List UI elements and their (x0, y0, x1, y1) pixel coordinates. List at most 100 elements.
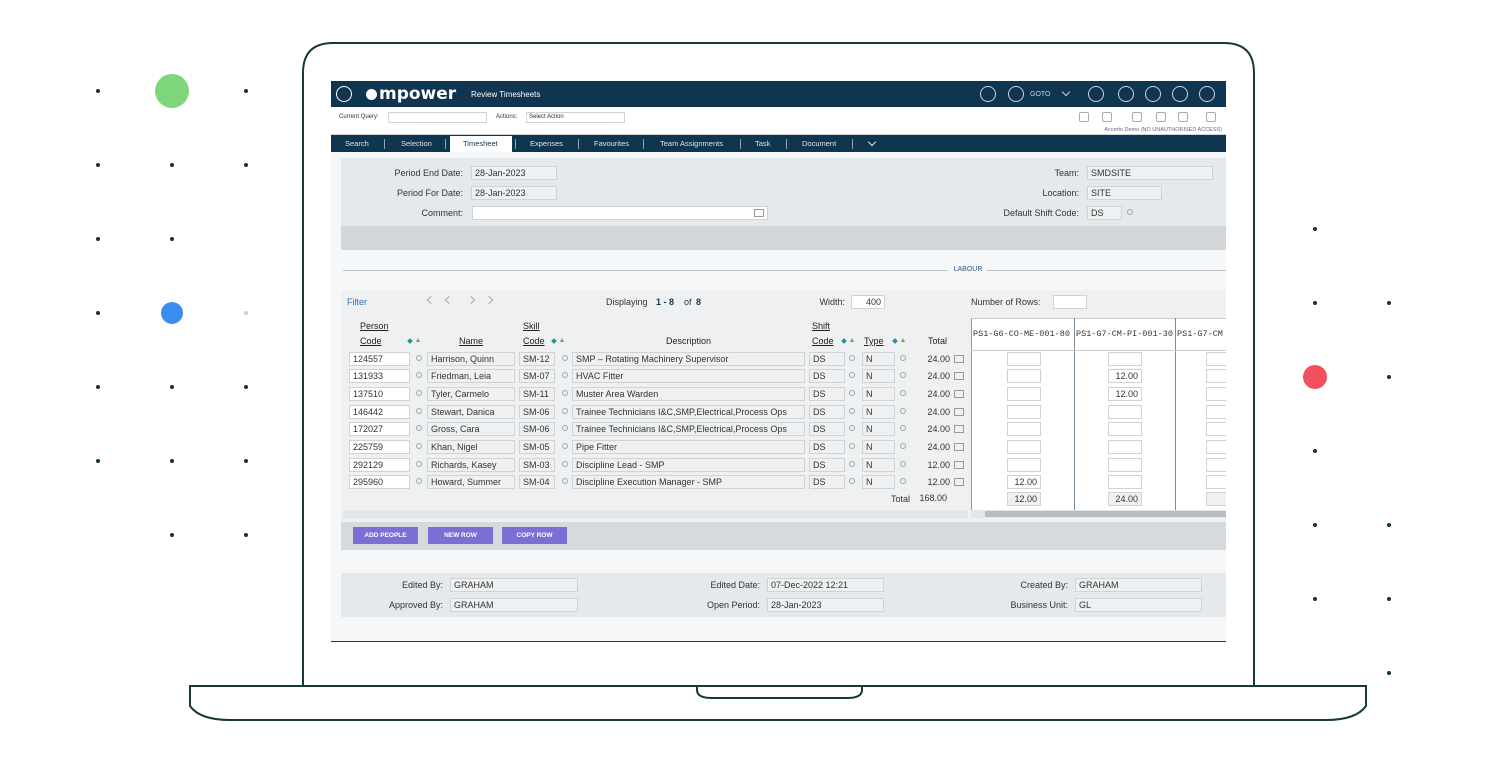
tab[interactable]: Team Assignments (660, 139, 723, 148)
hours-cell[interactable] (1108, 457, 1142, 472)
actions-select[interactable]: Select Action (526, 112, 625, 123)
tab[interactable]: Favourites (594, 139, 630, 148)
person-code[interactable]: 124557 (349, 351, 410, 366)
name[interactable]: Stewart, Danica (427, 404, 515, 419)
person-code[interactable]: 225759 (349, 440, 410, 454)
person-code[interactable]: 137510 (349, 386, 410, 401)
description[interactable]: Muster Area Warden (572, 386, 805, 401)
person-code[interactable]: 292129 (349, 457, 410, 472)
field-value[interactable]: GRAHAM (450, 598, 578, 612)
tab[interactable]: Expenses (530, 139, 563, 148)
type[interactable]: N (862, 422, 895, 437)
description[interactable]: Discipline Lead - SMP (572, 457, 805, 472)
hours-cell[interactable] (1206, 369, 1226, 384)
description[interactable]: Pipe Fitter (572, 440, 805, 454)
hours-cell[interactable]: 12.00 (1007, 475, 1041, 490)
type[interactable]: N (862, 457, 895, 472)
column-total[interactable]: 12 (1206, 492, 1226, 506)
hours-cell[interactable] (1007, 440, 1041, 454)
toolbar-icon[interactable] (1132, 112, 1142, 122)
shift-code[interactable]: DS (809, 369, 845, 384)
skill-code[interactable]: SM-07 (519, 369, 555, 384)
column-total[interactable]: 24.00 (1108, 492, 1142, 506)
name[interactable]: Khan, Nigel (427, 440, 515, 454)
field-value[interactable]: SITE (1087, 186, 1162, 200)
type[interactable]: N (862, 369, 895, 384)
tab[interactable]: Timesheet (463, 139, 498, 148)
name[interactable]: Harrison, Quinn (427, 351, 515, 366)
toolbar-icon[interactable] (1088, 86, 1104, 102)
tab[interactable]: Selection (401, 139, 432, 148)
description[interactable]: HVAC Fitter (572, 369, 805, 384)
tab[interactable]: Search (345, 139, 369, 148)
hours-cell[interactable] (1206, 386, 1226, 401)
toolbar-icon[interactable] (980, 86, 996, 102)
hours-cell[interactable] (1108, 404, 1142, 419)
hours-cell[interactable] (1007, 404, 1041, 419)
toolbar-icon[interactable] (1102, 112, 1112, 122)
query-select[interactable] (388, 112, 487, 123)
skill-code[interactable]: SM-11 (519, 386, 555, 401)
field-value[interactable]: 28-Jan-2023 (471, 166, 557, 180)
person-code[interactable]: 131933 (349, 369, 410, 384)
name[interactable]: Gross, Cara (427, 422, 515, 437)
toolbar-icon[interactable] (1008, 86, 1024, 102)
hours-cell[interactable] (1206, 422, 1226, 437)
type[interactable]: N (862, 475, 895, 490)
person-code[interactable]: 172027 (349, 422, 410, 437)
shift-code[interactable]: DS (809, 422, 845, 437)
field-value[interactable]: 07-Dec-2022 12:21 (767, 578, 884, 592)
field-value[interactable]: SMDSITE (1087, 166, 1213, 180)
field-value[interactable]: DS (1087, 206, 1122, 220)
tab[interactable]: Task (755, 139, 771, 148)
tab[interactable]: Document (802, 139, 837, 148)
name[interactable]: Richards, Kasey (427, 457, 515, 472)
name[interactable]: Howard, Summer (427, 475, 515, 490)
hours-cell[interactable]: 12.00 (1108, 369, 1142, 384)
type[interactable]: N (862, 440, 895, 454)
hours-cell[interactable] (1206, 457, 1226, 472)
description[interactable]: Trainee Technicians I&C,SMP,Electrical,P… (572, 404, 805, 419)
scroll-thumb[interactable] (985, 511, 1226, 517)
shift-code[interactable]: DS (809, 404, 845, 419)
name[interactable]: Tyler, Carmelo (427, 386, 515, 401)
field-value[interactable]: GRAHAM (1075, 578, 1202, 592)
hours-cell[interactable] (1108, 475, 1142, 490)
name[interactable]: Friedman, Leia (427, 369, 515, 384)
hours-cell[interactable]: 12 (1206, 440, 1226, 454)
shift-code[interactable]: DS (809, 386, 845, 401)
hours-cell[interactable] (1007, 422, 1041, 437)
hours-cell[interactable] (1206, 475, 1226, 490)
shift-code[interactable]: DS (809, 475, 845, 490)
hours-cell[interactable] (1108, 351, 1142, 366)
type[interactable]: N (862, 386, 895, 401)
toolbar-icon[interactable] (1145, 86, 1161, 102)
type[interactable]: N (862, 404, 895, 419)
hours-cell[interactable] (1108, 440, 1142, 454)
field-value[interactable]: 28-Jan-2023 (471, 186, 557, 200)
hours-cell[interactable] (1206, 351, 1226, 366)
action-button[interactable]: NEW ROW (428, 527, 493, 544)
description[interactable]: Trainee Technicians I&C,SMP,Electrical,P… (572, 422, 805, 437)
skill-code[interactable]: SM-05 (519, 440, 555, 454)
grand-total[interactable]: 168.00 (914, 492, 950, 506)
toolbar-icon[interactable] (1079, 112, 1089, 122)
toolbar-icon[interactable] (1206, 112, 1216, 122)
shift-code[interactable]: DS (809, 351, 845, 366)
skill-code[interactable]: SM-12 (519, 351, 555, 366)
rows-input[interactable] (1053, 295, 1087, 309)
toolbar-icon[interactable] (1156, 112, 1166, 122)
comment-input[interactable] (472, 206, 768, 220)
toolbar-icon[interactable] (1172, 86, 1188, 102)
description[interactable]: Discipline Execution Manager - SMP (572, 475, 805, 490)
width-input[interactable]: 400 (851, 295, 885, 309)
hours-cell[interactable] (1007, 386, 1041, 401)
person-code[interactable]: 146442 (349, 404, 410, 419)
person-code[interactable]: 295960 (349, 475, 410, 490)
field-value[interactable]: GRAHAM (450, 578, 578, 592)
field-value[interactable]: GL (1075, 598, 1202, 612)
field-value[interactable]: 28-Jan-2023 (767, 598, 884, 612)
shift-code[interactable]: DS (809, 457, 845, 472)
skill-code[interactable]: SM-03 (519, 457, 555, 472)
hours-cell[interactable] (1007, 457, 1041, 472)
